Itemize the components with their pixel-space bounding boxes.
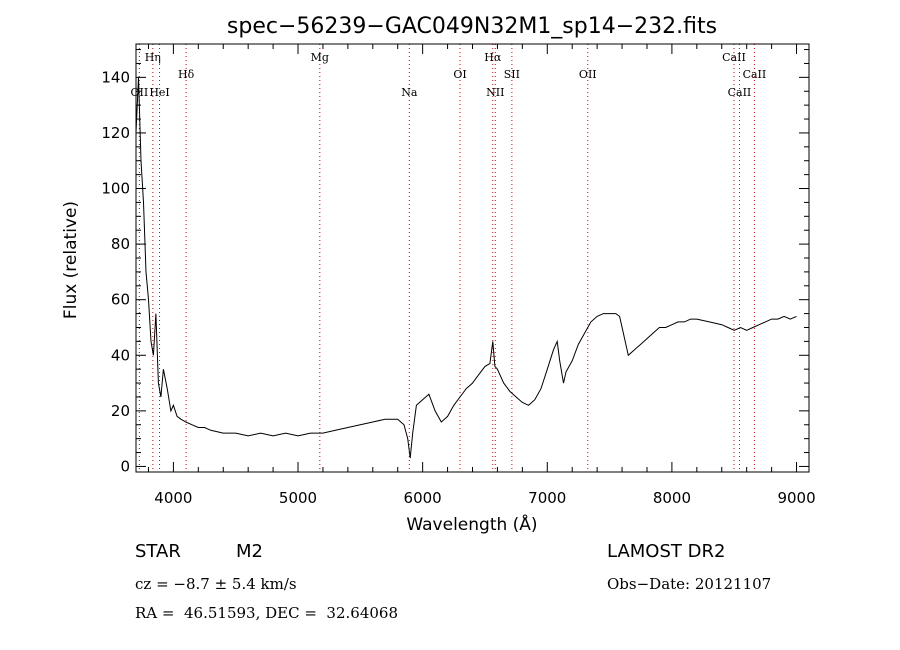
survey-name: LAMOST DR2 (607, 541, 726, 562)
emission-line-markers (138, 44, 755, 472)
emission-line-label: Na (401, 86, 418, 99)
x-axis-label: Wavelength (Å) (406, 513, 537, 535)
obs-date: Obs−Date: 20121107 (607, 575, 772, 593)
y-tick-label: 40 (111, 346, 130, 364)
plot-area: 4000 5000 6000 7000 8000 9000 0 20 40 60 80 100 120… (101, 43, 816, 507)
y-axis-ticks: 0 20 40 60 80 100 120 140 (101, 49, 809, 475)
emission-line-label: HeI (149, 86, 169, 99)
emission-line-label: NII (486, 86, 504, 99)
emission-line-label: SII (504, 68, 520, 81)
x-axis-ticks: 4000 5000 6000 7000 8000 9000 (147, 44, 816, 507)
y-tick-label: 60 (111, 291, 130, 309)
x-tick-label: 4000 (154, 489, 192, 507)
x-tick-label: 8000 (653, 489, 691, 507)
emission-line-label: Hδ (178, 68, 195, 81)
emission-line-label: Hη (145, 51, 161, 64)
emission-line-label: CaII (743, 68, 767, 81)
emission-line-label: Mg (311, 51, 329, 64)
plot-frame (135, 43, 810, 473)
emission-line-label: CaII (722, 51, 746, 64)
y-tick-label: 80 (111, 235, 130, 253)
y-tick-label: 120 (101, 124, 130, 142)
chart-title: spec−56239−GAC049N32M1_sp14−232.fits (227, 14, 717, 39)
object-class: STAR (135, 541, 181, 562)
y-tick-label: 20 (111, 402, 130, 420)
emission-line-label: Hα (484, 51, 502, 64)
y-tick-label: 0 (120, 457, 130, 475)
x-tick-label: 7000 (528, 489, 566, 507)
emission-line-label: CaII (728, 86, 752, 99)
emission-line-label: OII (579, 68, 597, 81)
emission-line-label: OI (453, 68, 466, 81)
emission-line-label: OII (131, 86, 149, 99)
y-tick-label: 100 (101, 180, 130, 198)
x-tick-label: 9000 (777, 489, 815, 507)
coordinates: RA = 46.51593, DEC = 32.64068 (135, 604, 399, 622)
x-tick-label: 6000 (404, 489, 442, 507)
y-axis-label: Flux (relative) (61, 201, 81, 319)
redshift-value: cz = −8.7 ± 5.4 km/s (135, 575, 297, 593)
spectrum-line (135, 77, 797, 459)
x-tick-label: 5000 (279, 489, 317, 507)
y-tick-label: 140 (101, 68, 130, 86)
object-subclass: M2 (236, 541, 263, 562)
